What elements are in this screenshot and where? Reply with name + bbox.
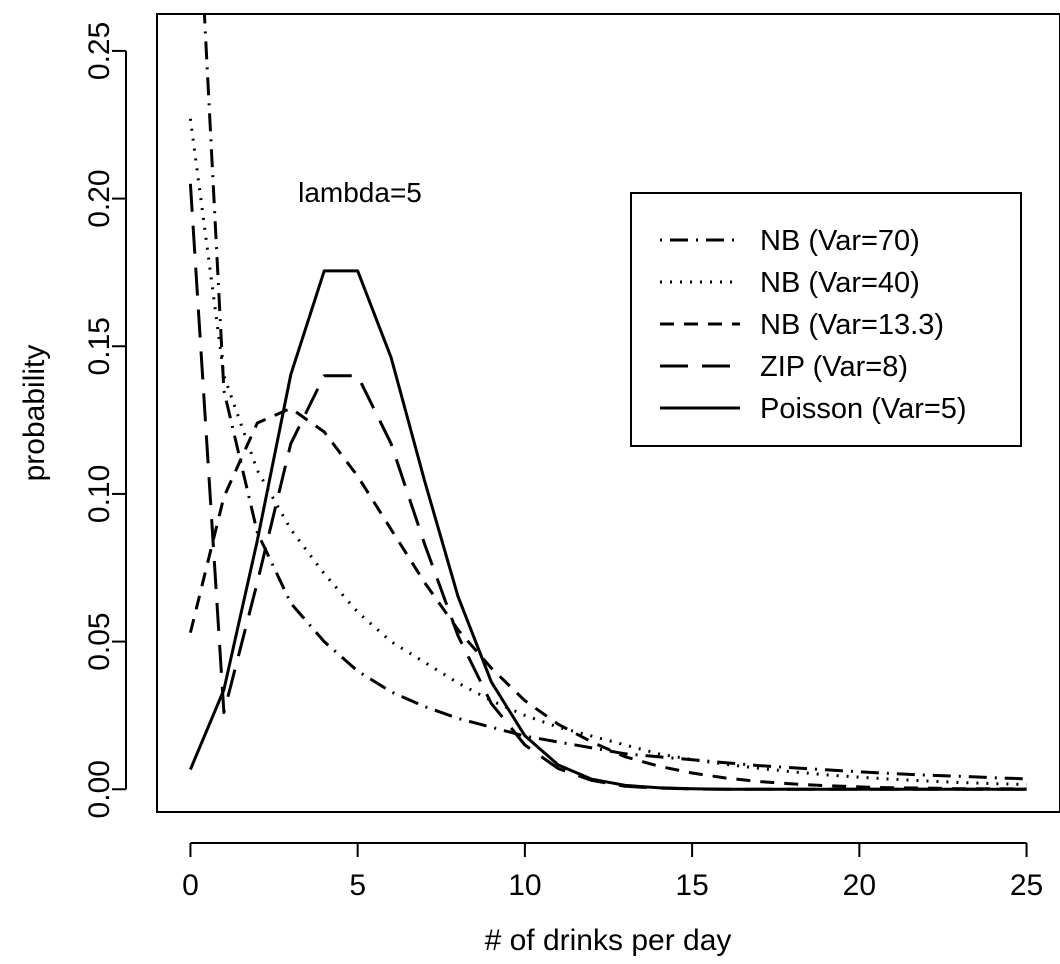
legend-label: NB (Var=70) [760,225,920,257]
y-axis-label: probability [18,345,51,482]
x-tick-label: 25 [1010,869,1043,902]
y-axis: 0.00 0.05 0.10 0.15 0.20 0.25 [83,22,127,818]
x-tick-label: 15 [675,869,708,902]
y-tick-label: 0.25 [83,22,116,80]
legend-label: NB (Var=40) [760,267,920,299]
legend-label: ZIP (Var=8) [760,351,908,383]
series-lines [188,14,1027,791]
y-tick-label: 0.10 [83,465,116,523]
series-line [202,14,1027,781]
x-tick-label: 10 [508,869,541,902]
x-axis: 0 5 10 15 20 25 [182,842,1043,902]
legend: NB (Var=70) NB (Var=40) NB (Var=13.3) ZIP (… [630,192,1022,447]
plot-frame [156,13,1060,813]
x-tick-label: 0 [182,869,199,902]
x-axis-label: # of drinks per day [485,924,732,957]
legend-label: Poisson (Var=5) [760,393,967,425]
y-tick-label: 0.05 [83,612,116,670]
legend-label: NB (Var=13.3) [760,309,944,341]
y-tick-label: 0.15 [83,317,116,375]
legend-box [630,192,1022,447]
y-tick-label: 0.20 [83,169,116,227]
x-tick-label: 20 [843,869,876,902]
series-line [188,406,1027,791]
series-line [189,269,1027,791]
y-tick-label: 0.00 [83,760,116,818]
x-tick-label: 5 [349,869,366,902]
series-line [188,118,1027,786]
lambda-annotation: lambda=5 [298,177,422,208]
